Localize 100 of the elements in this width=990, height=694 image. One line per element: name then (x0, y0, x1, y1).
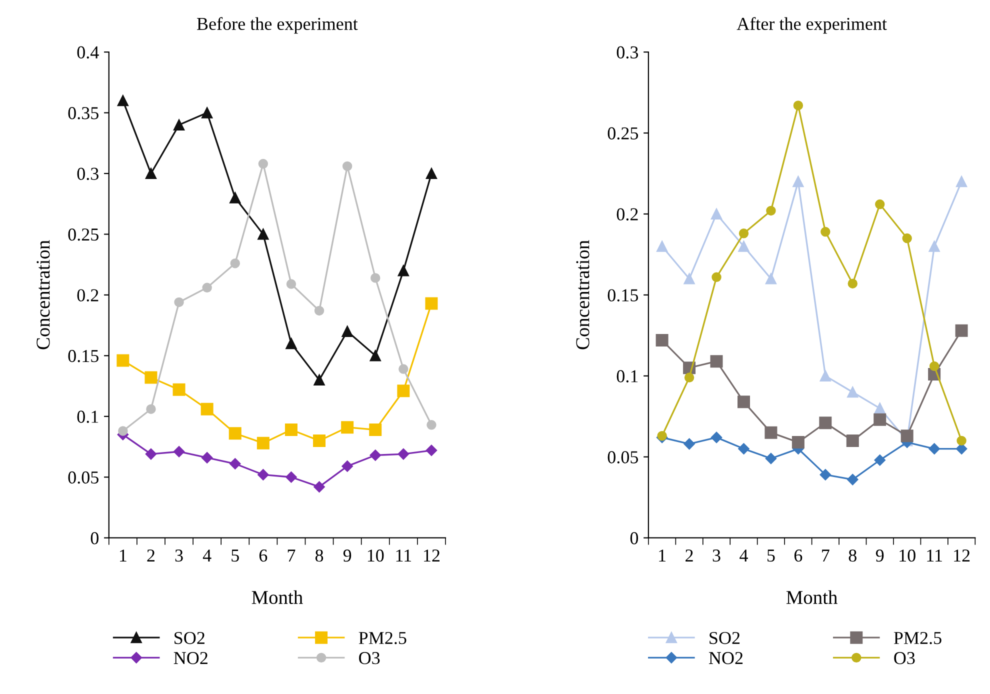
point (426, 168, 438, 180)
point (230, 458, 241, 470)
point (258, 228, 269, 240)
y-tick-label: 0.25 (68, 228, 98, 241)
point (710, 355, 723, 368)
point (737, 396, 750, 408)
point (398, 364, 408, 374)
point (146, 404, 156, 414)
point (144, 371, 158, 384)
point (656, 334, 668, 347)
point (764, 426, 778, 439)
point (202, 282, 212, 293)
point (765, 452, 777, 464)
point (173, 446, 185, 458)
point (792, 176, 804, 188)
point (230, 258, 240, 268)
point (258, 469, 269, 480)
x-tick-label: 9 (343, 550, 352, 562)
y-tick-label: 0.05 (608, 451, 638, 464)
point (820, 370, 831, 382)
x-tick-label: 11 (396, 550, 412, 562)
point (314, 481, 325, 492)
point (874, 413, 886, 426)
point (738, 240, 750, 252)
point (173, 119, 185, 130)
point (342, 460, 353, 472)
point (145, 168, 157, 180)
y-tick-label: 0.2 (77, 289, 98, 302)
point (847, 386, 858, 398)
y-tick-label: 0.4 (77, 46, 99, 59)
x-tick-label: 2 (686, 550, 693, 562)
point (955, 324, 968, 337)
point (341, 421, 354, 434)
point (370, 273, 380, 283)
point (956, 436, 966, 446)
legend-label: NO2 (708, 652, 743, 664)
y-axis-title: Concentration (36, 240, 50, 350)
point (398, 448, 410, 460)
point (710, 432, 722, 444)
point (201, 452, 213, 464)
point (847, 474, 858, 486)
x-axis-title: Month (252, 590, 303, 604)
legend-label: SO2 (174, 632, 204, 644)
point (145, 448, 157, 460)
point (230, 192, 241, 204)
point (314, 374, 325, 386)
x-tick-label: 1 (120, 550, 126, 562)
point (820, 226, 830, 237)
point (684, 273, 695, 284)
y-tick-label: 0.1 (616, 370, 638, 382)
y-tick-label: 0.15 (608, 289, 638, 302)
point (874, 402, 886, 414)
point (369, 424, 382, 436)
x-tick-label: 3 (712, 550, 720, 562)
chart-title: Before the experiment (197, 17, 358, 34)
y-tick-label: 0.15 (68, 350, 98, 362)
point (956, 176, 968, 188)
y-tick-label: 0.35 (68, 107, 98, 120)
point (370, 350, 381, 362)
y-tick-label: 0.25 (608, 127, 638, 140)
x-tick-label: 10 (368, 549, 384, 562)
point (228, 427, 242, 440)
point (928, 443, 940, 454)
legend-label: PM2.5 (894, 632, 942, 644)
x-tick-label: 4 (740, 550, 748, 562)
point (875, 199, 885, 210)
point (684, 438, 695, 450)
x-tick-label: 4 (202, 550, 212, 562)
x-tick-label: 11 (927, 550, 942, 562)
point (793, 100, 804, 110)
x-tick-label: 8 (315, 549, 324, 562)
point (819, 416, 832, 430)
legend-label: SO2 (710, 632, 740, 644)
point (172, 383, 186, 396)
point (848, 278, 858, 288)
point (342, 326, 353, 337)
y-tick-label: 0.3 (616, 46, 638, 59)
point (874, 454, 886, 466)
point (397, 384, 410, 398)
point (200, 402, 214, 416)
x-tick-label: 6 (794, 550, 802, 562)
point (284, 424, 298, 436)
x-tick-label: 12 (954, 550, 970, 562)
point (286, 472, 297, 483)
y-tick-label: 0.05 (68, 471, 98, 484)
point (426, 444, 438, 456)
chart-title: After the experiment (736, 17, 887, 34)
y-tick-label: 0.2 (616, 208, 638, 221)
point (202, 107, 213, 118)
point (820, 469, 832, 480)
legend-label: NO2 (174, 652, 208, 664)
y-tick-label: 0 (90, 532, 98, 544)
point (765, 273, 777, 284)
point (846, 434, 859, 447)
x-tick-label: 2 (147, 550, 154, 562)
x-tick-label: 9 (876, 550, 884, 562)
point (117, 95, 128, 106)
point (929, 361, 940, 372)
point (258, 158, 268, 169)
y-tick-label: 0.1 (77, 410, 98, 423)
